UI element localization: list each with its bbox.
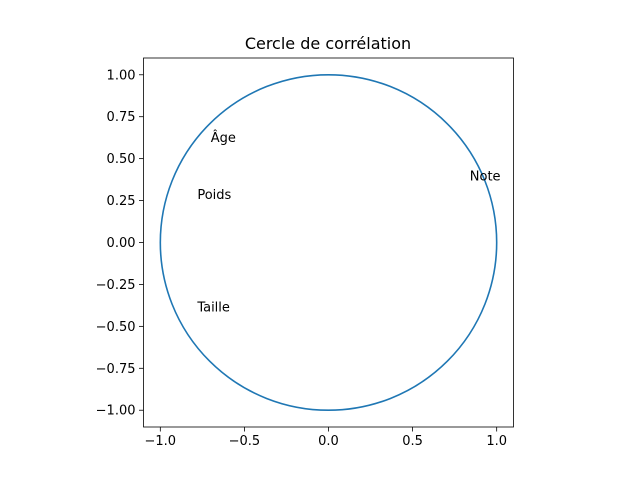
y-tick-label: −0.25 bbox=[96, 278, 136, 293]
variable-label: Âge bbox=[211, 130, 236, 146]
x-tick-label: 0.0 bbox=[318, 434, 339, 449]
y-tick-label: −1.00 bbox=[96, 404, 136, 419]
y-tick-label: 0.25 bbox=[107, 194, 136, 209]
y-tick-label: 0.50 bbox=[107, 152, 136, 167]
variable-label: Taille bbox=[196, 300, 230, 315]
x-tick-label: 1.0 bbox=[486, 434, 507, 449]
x-tick-label: −0.5 bbox=[229, 434, 261, 449]
x-tick-label: 0.5 bbox=[402, 434, 423, 449]
y-tick-label: 0.75 bbox=[107, 110, 136, 125]
unit-circle bbox=[159, 73, 498, 412]
variable-label: Note bbox=[470, 169, 501, 184]
y-tick-label: −0.50 bbox=[96, 320, 136, 335]
chart-title: Cercle de corrélation bbox=[245, 34, 411, 53]
x-tick-label: −1.0 bbox=[145, 434, 177, 449]
axes-frame bbox=[143, 57, 514, 428]
y-tick-label: 1.00 bbox=[107, 68, 136, 83]
y-tick-label: 0.00 bbox=[107, 236, 136, 251]
y-tick-label: −0.75 bbox=[96, 362, 136, 377]
variable-label: Poids bbox=[197, 188, 231, 203]
plot-area: −1.0 −0.5 0.0 0.5 1.0 1.00 0.75 0.50 0.25 0.00 −0.… bbox=[96, 57, 514, 449]
